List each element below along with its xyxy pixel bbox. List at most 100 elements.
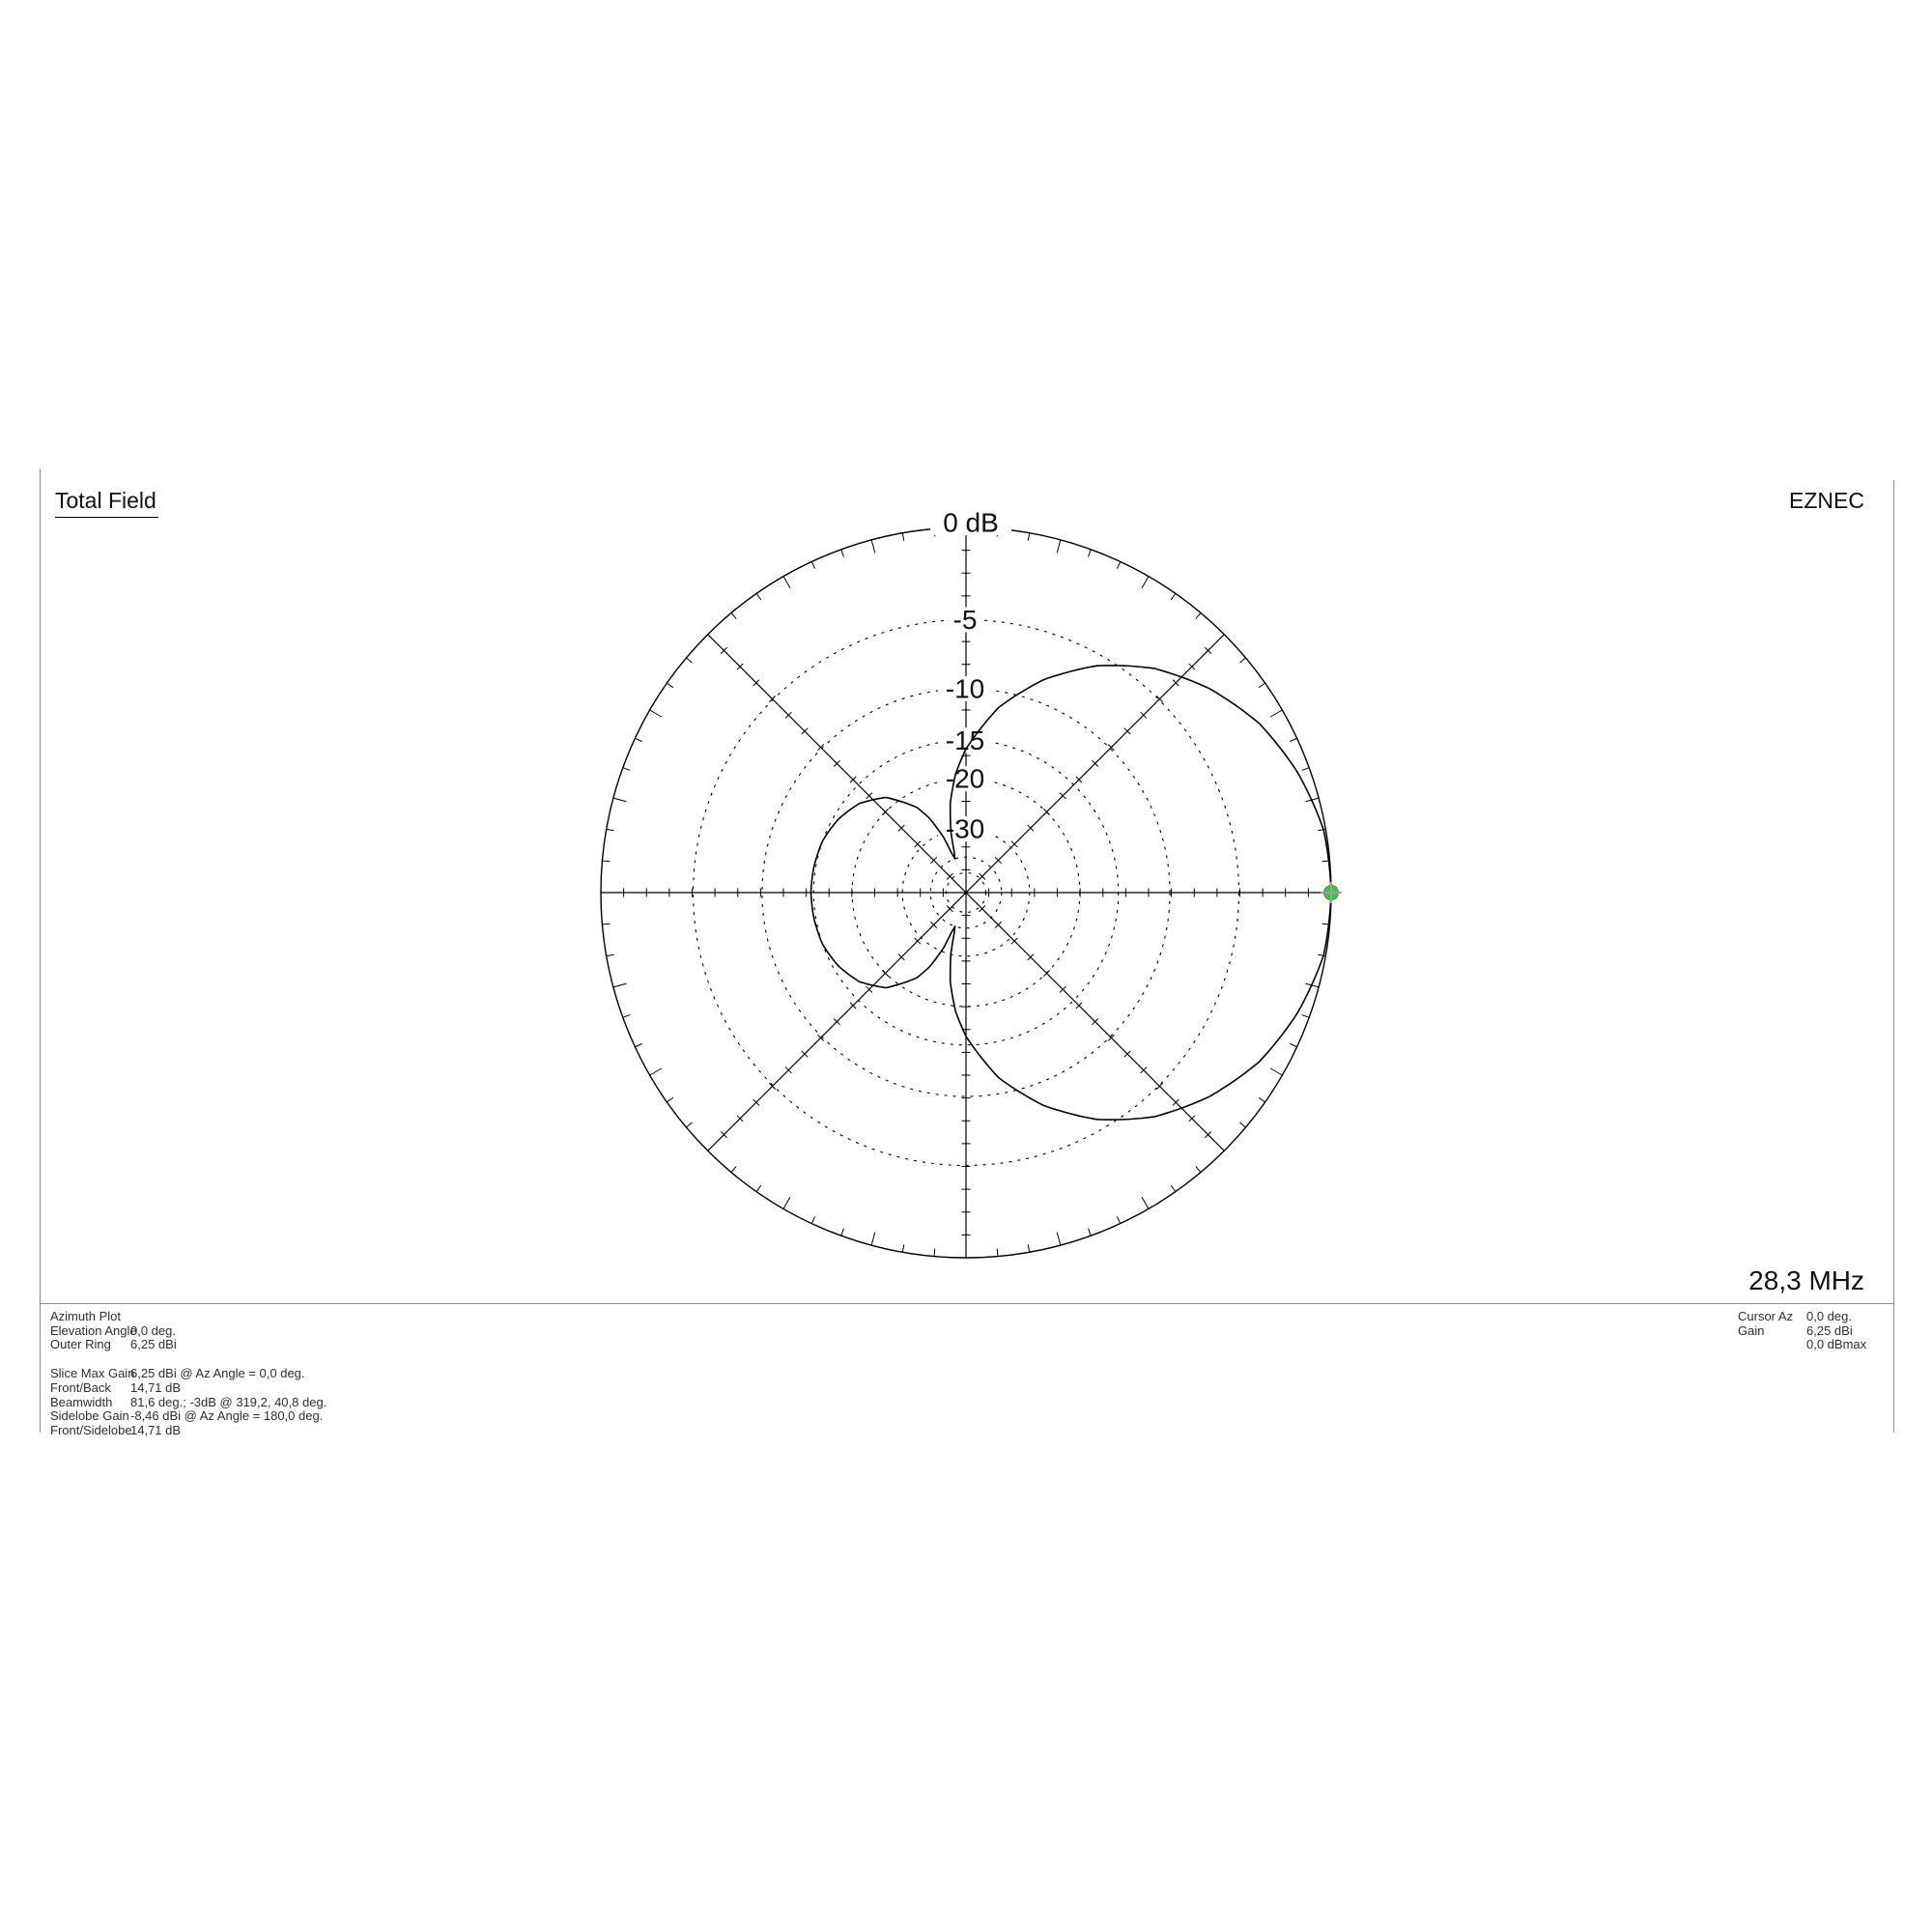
plot-info-panel-left: Azimuth Plot Elevation Angle 0,0 deg. Outer… — [50, 1309, 327, 1438]
ring-degree-tick — [686, 657, 693, 664]
axis-tick — [768, 695, 777, 703]
info-label: Azimuth Plot — [50, 1309, 121, 1323]
ring-degree-tick — [755, 593, 762, 601]
ring-degree-tick — [649, 709, 663, 718]
ring-degree-tick — [1318, 828, 1326, 832]
ring-degree-tick — [1195, 612, 1202, 619]
ring-db-label-bg — [938, 766, 992, 792]
ring-degree-tick — [1141, 1196, 1150, 1209]
ring-degree-tick — [901, 532, 905, 541]
outer-ring-db-label: 0 dB — [943, 508, 999, 538]
axis-tick — [1010, 840, 1018, 848]
axis-tick — [784, 1066, 792, 1074]
ring-degree-tick — [1141, 576, 1150, 589]
axis-tick — [930, 857, 938, 865]
info-row: Elevation Angle 0,0 deg. — [50, 1322, 327, 1339]
ring-degree-tick — [901, 1244, 905, 1253]
axis-tick — [1140, 1066, 1148, 1074]
ring-degree-tick — [1301, 767, 1310, 771]
plot-title: Total Field — [55, 488, 158, 518]
ring-db-label: -20 — [946, 764, 984, 794]
info-row: Gain 6,25 dBi — [1738, 1322, 1866, 1339]
axis-tick — [1107, 1034, 1115, 1041]
info-row: Front/Sidelobe 14,71 dB — [50, 1422, 327, 1438]
axis-tick — [1092, 1018, 1099, 1026]
info-value: 6,25 dBi — [1806, 1322, 1853, 1338]
info-value: 14,71 dB — [130, 1422, 182, 1437]
frequency-label: 28,3 MHz — [1748, 1265, 1864, 1295]
ring-degree-tick — [612, 982, 627, 988]
axis-tick — [720, 1131, 727, 1139]
ring-db-label: -10 — [946, 673, 984, 703]
info-row: Front/Back 14,71 dB — [50, 1379, 327, 1396]
axis-tick — [736, 663, 744, 670]
axis-tick — [881, 969, 890, 978]
axis-tick — [849, 1002, 857, 1009]
ring-db-label-bg — [938, 727, 992, 753]
ring-degree-tick — [1290, 1042, 1297, 1048]
info-value: 0,0 deg. — [130, 1322, 176, 1338]
ring-degree-tick — [1088, 1228, 1092, 1236]
axis-tick — [979, 872, 986, 880]
info-row: Beamwidth 81,6 deg.; -3dB @ 319,2, 40,8 d… — [50, 1395, 327, 1410]
axis-tick — [1059, 985, 1066, 993]
info-label: Slice Max Gain — [50, 1366, 135, 1381]
ring-degree-tick — [1170, 593, 1177, 601]
info-row: Sidelobe Gain -8,46 dBi @ Az Angle = 180,… — [50, 1409, 327, 1424]
ring-degree-tick — [730, 612, 737, 619]
axis-tick — [1172, 1098, 1179, 1106]
axis-tick — [946, 872, 953, 880]
axis-tick — [736, 1115, 744, 1122]
axis-tick — [994, 857, 1002, 865]
info-value: 6,25 dBi — [130, 1337, 177, 1352]
right-border — [1893, 480, 1894, 1433]
axis-tick — [1027, 824, 1035, 832]
axis-tick — [866, 985, 873, 993]
axis-tick — [1205, 646, 1212, 654]
axis-tick — [753, 1098, 760, 1106]
axis-tick — [881, 808, 890, 816]
ring-degree-tick — [1116, 1216, 1122, 1224]
ring-degree-tick — [1239, 657, 1246, 664]
ring-degree-tick — [1195, 1166, 1202, 1173]
ring-db-label-bg — [938, 675, 992, 701]
ring-degree-tick — [622, 1014, 631, 1018]
info-label: Sidelobe Gain — [50, 1408, 129, 1424]
ring-degree-tick — [1056, 1232, 1062, 1246]
axis-tick — [1172, 679, 1179, 687]
ring-degree-tick — [602, 923, 611, 925]
ring-db-label-bg — [938, 816, 992, 842]
ring-degree-tick — [1027, 1244, 1031, 1253]
axis-tick — [866, 792, 873, 800]
ring-degree-tick — [667, 1096, 674, 1103]
info-label: Front/Sidelobe — [50, 1422, 132, 1437]
info-value: 0,0 deg. — [1806, 1309, 1852, 1323]
axis-tick — [1042, 969, 1051, 978]
ring-degree-tick — [1170, 1184, 1177, 1192]
radiation-pattern-curve — [810, 665, 1332, 1121]
ring-degree-tick — [1258, 1096, 1265, 1103]
ring-degree-tick — [667, 682, 674, 689]
axis-tick — [979, 905, 986, 913]
ring-degree-tick — [606, 953, 614, 957]
ring-degree-tick — [606, 828, 614, 832]
outer-ring-db-label-bg — [930, 510, 1011, 535]
info-label: Front/Back — [50, 1379, 111, 1395]
axis-tick — [817, 744, 825, 752]
ring-db-label: -5 — [953, 605, 978, 635]
ring-degree-tick — [635, 737, 642, 743]
ring-degree-tick — [996, 1248, 999, 1257]
ring-degree-tick — [1301, 1014, 1310, 1018]
axis-tick — [1155, 1082, 1164, 1091]
axis-tick — [784, 711, 792, 719]
axis-tick — [1188, 1115, 1196, 1122]
info-row: Azimuth Plot — [50, 1309, 327, 1324]
axis-tick — [946, 905, 953, 913]
axis-tick — [930, 921, 938, 928]
ring-degree-tick — [840, 549, 844, 557]
ring-degree-tick — [622, 767, 631, 771]
axis-tick — [1107, 744, 1115, 752]
axis-tick — [1123, 1050, 1131, 1058]
ring-degree-tick — [686, 1122, 693, 1128]
